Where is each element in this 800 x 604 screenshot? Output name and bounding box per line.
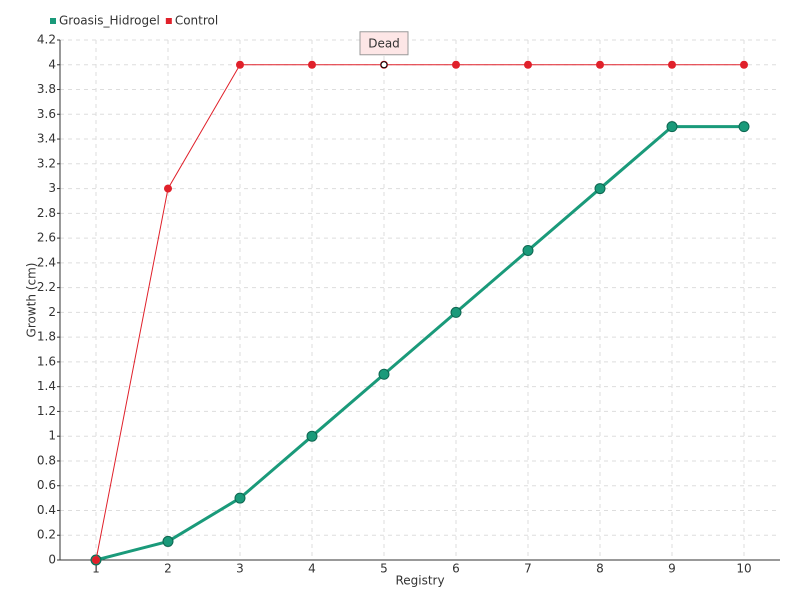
y-tick-label: 4 bbox=[48, 57, 56, 71]
x-tick-label: 3 bbox=[236, 562, 244, 576]
legend-swatch bbox=[165, 18, 172, 24]
y-tick-label: 0.2 bbox=[37, 528, 56, 542]
x-tick-label: 10 bbox=[736, 562, 751, 576]
y-tick-label: 3.4 bbox=[37, 132, 56, 146]
data-point bbox=[306, 430, 318, 442]
data-point bbox=[594, 183, 606, 195]
y-tick-label: 2.4 bbox=[37, 255, 56, 269]
annotation-text: Dead bbox=[368, 36, 400, 50]
y-tick-label: 1.8 bbox=[37, 330, 56, 344]
x-axis-label: Registry bbox=[395, 574, 444, 588]
data-point bbox=[740, 60, 748, 69]
y-tick-label: 2 bbox=[48, 305, 56, 319]
data-point bbox=[236, 60, 244, 69]
series-line bbox=[95, 125, 744, 562]
data-point bbox=[596, 60, 604, 69]
y-tick-label: 2.2 bbox=[37, 280, 56, 294]
data-point bbox=[450, 306, 462, 318]
y-axis-label: Growth (cm) bbox=[25, 263, 39, 338]
x-tick-label: 2 bbox=[164, 562, 172, 576]
x-tick-label: 4 bbox=[308, 562, 316, 576]
legend-swatch bbox=[50, 18, 56, 24]
data-point bbox=[164, 184, 172, 193]
series-line bbox=[95, 64, 744, 561]
data-point bbox=[378, 368, 390, 380]
data-point bbox=[452, 60, 460, 69]
legend-label: Groasis_Hidrogel bbox=[59, 14, 160, 28]
x-tick-label: 7 bbox=[524, 562, 532, 576]
y-tick-label: 1 bbox=[48, 429, 56, 443]
y-tick-label: 1.6 bbox=[37, 354, 56, 368]
data-point bbox=[524, 60, 532, 69]
data-point bbox=[668, 60, 676, 69]
x-tick-label: 5 bbox=[380, 562, 388, 576]
data-point bbox=[308, 60, 316, 69]
y-tick-label: 4.2 bbox=[37, 33, 56, 47]
y-tick-label: 0.6 bbox=[37, 478, 56, 492]
annotation-box bbox=[359, 31, 409, 56]
y-tick-label: 2.8 bbox=[37, 206, 56, 220]
y-tick-label: 1.4 bbox=[37, 379, 56, 393]
y-tick-label: 0.4 bbox=[37, 503, 56, 517]
x-tick-label: 8 bbox=[596, 562, 604, 576]
y-tick-label: 0 bbox=[48, 553, 56, 567]
data-point bbox=[738, 121, 750, 133]
x-tick-label: 6 bbox=[452, 562, 460, 576]
y-tick-label: 1.2 bbox=[37, 404, 56, 418]
legend-label: Control bbox=[175, 14, 218, 28]
annotation-marker bbox=[380, 61, 388, 69]
data-point bbox=[522, 244, 534, 256]
y-tick-label: 0.8 bbox=[37, 453, 56, 467]
data-point bbox=[92, 556, 100, 564]
y-tick-label: 3.8 bbox=[37, 82, 56, 96]
y-tick-label: 3.6 bbox=[37, 107, 56, 121]
data-point bbox=[666, 121, 678, 133]
x-tick-label: 1 bbox=[92, 562, 100, 576]
data-point bbox=[234, 492, 246, 504]
y-tick-label: 2.6 bbox=[37, 231, 56, 245]
x-tick-label: 9 bbox=[668, 562, 676, 576]
data-point bbox=[162, 535, 174, 547]
y-tick-label: 3.2 bbox=[37, 156, 56, 170]
y-tick-label: 3 bbox=[48, 181, 56, 195]
